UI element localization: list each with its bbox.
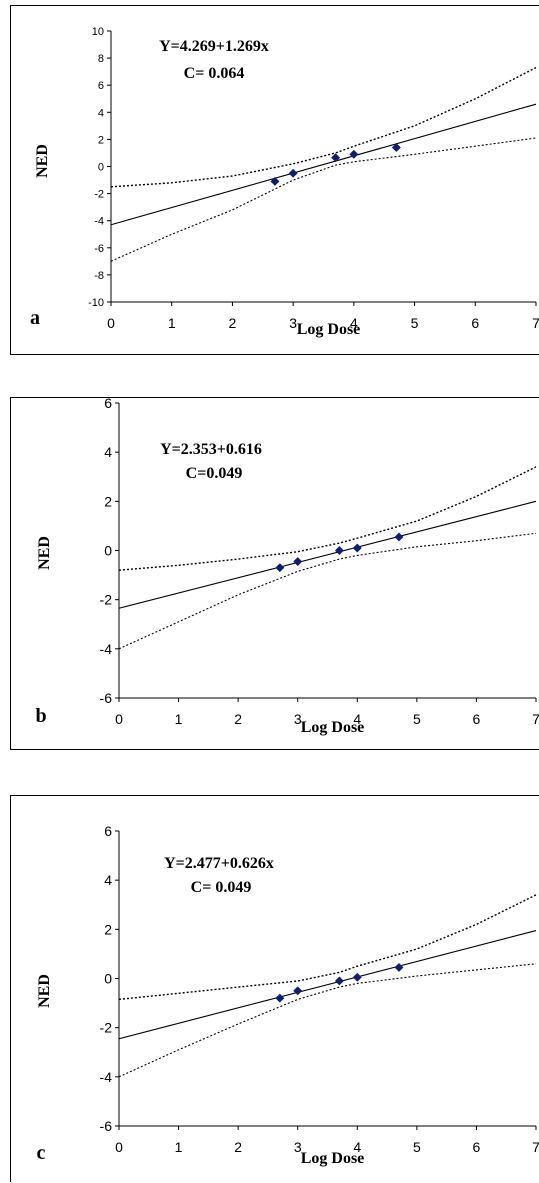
- x-tick-label: 5: [413, 1139, 421, 1155]
- y-tick-label: -6: [100, 690, 113, 706]
- equation-label: Y=4.269+1.269x: [159, 38, 269, 55]
- y-tick-label: 6: [104, 395, 112, 411]
- x-tick-label: 4: [350, 315, 358, 331]
- data-point: [349, 149, 359, 159]
- data-point: [352, 543, 362, 553]
- x-axis-title: Log Dose: [301, 1150, 365, 1167]
- x-axis-title: Log Dose: [301, 719, 365, 736]
- data-point: [334, 545, 344, 556]
- y-tick-label: 4: [104, 872, 112, 888]
- chart-b-svg: -6 -4 -2 0 2 4 6 0 1 2 3 4 5 6 7 Y=2.353+0.616 C=0.049 Lo…: [35, 395, 539, 736]
- y-tick-label: 4: [104, 444, 112, 460]
- chart-panel-a: -10 -8 -6 -4 -2 0 2 4 6 8 10 0 1 2 3 4 5 6 7 Y=4.269+1.269x…: [10, 5, 539, 355]
- data-point: [334, 976, 344, 986]
- x-tick-label: 2: [234, 711, 242, 727]
- x-tick-label: 6: [471, 315, 479, 331]
- x-tick-label: 4: [353, 1139, 361, 1155]
- x-tick-label: 7: [532, 1139, 539, 1155]
- y-tick-label: 2: [98, 134, 104, 146]
- equation-label: Y=2.477+0.626x: [164, 855, 274, 872]
- fit-line: [118, 500, 537, 609]
- x-tick-label: 5: [411, 315, 419, 331]
- y-axis-title: NED: [36, 974, 53, 1008]
- y-axis-title: NED: [34, 144, 51, 178]
- panel-label: b: [35, 705, 46, 727]
- data-point: [352, 972, 362, 982]
- y-tick-label: -2: [94, 189, 104, 201]
- y-tick-label: 6: [98, 80, 104, 92]
- x-tick-label: 7: [532, 315, 539, 331]
- c-value-label: C= 0.064: [184, 65, 245, 82]
- data-point: [275, 563, 285, 573]
- equation-label: Y=2.353+0.616: [160, 441, 262, 458]
- y-tick-label: 10: [92, 26, 104, 38]
- y-tick-label: -4: [94, 216, 104, 228]
- panel-label: c: [37, 1142, 46, 1164]
- panel-label: a: [30, 307, 40, 329]
- fit-line: [118, 930, 537, 1040]
- c-value-label: C=0.049: [186, 465, 243, 482]
- upper-confidence-band: [110, 66, 537, 188]
- x-tick-label: 7: [532, 711, 539, 727]
- x-tick-label: 6: [473, 1139, 481, 1155]
- y-tick-label: 6: [104, 823, 112, 839]
- y-tick-label: -8: [94, 270, 104, 282]
- upper-confidence-band: [118, 466, 537, 571]
- x-tick-label: 1: [168, 315, 176, 331]
- c-value-label: C= 0.049: [191, 879, 252, 896]
- x-tick-label: 1: [175, 711, 183, 727]
- chart-panel-b: -6 -4 -2 0 2 4 6 0 1 2 3 4 5 6 7 Y=2.353+0.616 C=0.049 Lo…: [10, 395, 539, 750]
- fit-line: [110, 103, 537, 226]
- y-tick-label: 8: [98, 53, 104, 65]
- lower-confidence-band: [110, 137, 537, 262]
- y-tick-label: -4: [100, 641, 113, 657]
- y-tick-label: 4: [98, 107, 104, 119]
- x-axis-title: Log Dose: [297, 321, 361, 338]
- x-tick-label: 2: [234, 1139, 242, 1155]
- data-point: [293, 557, 303, 567]
- data-point: [331, 153, 341, 163]
- data-point: [293, 986, 303, 996]
- data-point: [270, 176, 280, 186]
- data-point: [394, 962, 404, 972]
- data-point: [275, 993, 285, 1003]
- x-tick-label: 4: [353, 711, 361, 727]
- y-tick-label: -6: [94, 243, 104, 255]
- chart-panel-c: -6 -4 -2 0 2 4 6 0 1 2 3 4 5 6 7 Y=2.477+0.626x C= 0.049…: [10, 795, 539, 1182]
- y-tick-label: 2: [104, 921, 112, 937]
- y-tick-label: -4: [100, 1069, 113, 1085]
- x-tick-label: 0: [115, 711, 123, 727]
- y-tick-label: 0: [104, 543, 112, 559]
- y-tick-label: -6: [100, 1118, 113, 1134]
- x-tick-label: 6: [473, 711, 481, 727]
- y-tick-label: -2: [100, 592, 113, 608]
- lower-confidence-band: [118, 532, 537, 650]
- y-tick-label: 0: [104, 971, 112, 987]
- y-tick-label: -2: [100, 1020, 113, 1036]
- x-tick-label: 0: [107, 315, 115, 331]
- y-tick-label: 2: [104, 493, 112, 509]
- x-tick-label: 0: [115, 1139, 123, 1155]
- lower-confidence-band: [118, 963, 537, 1078]
- data-point: [394, 532, 404, 542]
- y-tick-label: -10: [88, 297, 104, 309]
- x-tick-label: 3: [294, 1139, 302, 1155]
- x-tick-label: 5: [413, 711, 421, 727]
- x-tick-label: 1: [175, 1139, 183, 1155]
- y-tick-label: 0: [98, 161, 104, 173]
- chart-c-svg: -6 -4 -2 0 2 4 6 0 1 2 3 4 5 6 7 Y=2.477+0.626x C= 0.049…: [36, 823, 539, 1167]
- chart-a-svg: -10 -8 -6 -4 -2 0 2 4 6 8 10 0 1 2 3 4 5 6 7 Y=4.269+1.269x…: [30, 26, 539, 338]
- data-point: [288, 168, 298, 178]
- data-point: [391, 142, 401, 153]
- x-tick-label: 3: [289, 315, 297, 331]
- x-tick-label: 2: [229, 315, 237, 331]
- y-axis-title: NED: [36, 536, 53, 570]
- x-tick-label: 3: [294, 711, 302, 727]
